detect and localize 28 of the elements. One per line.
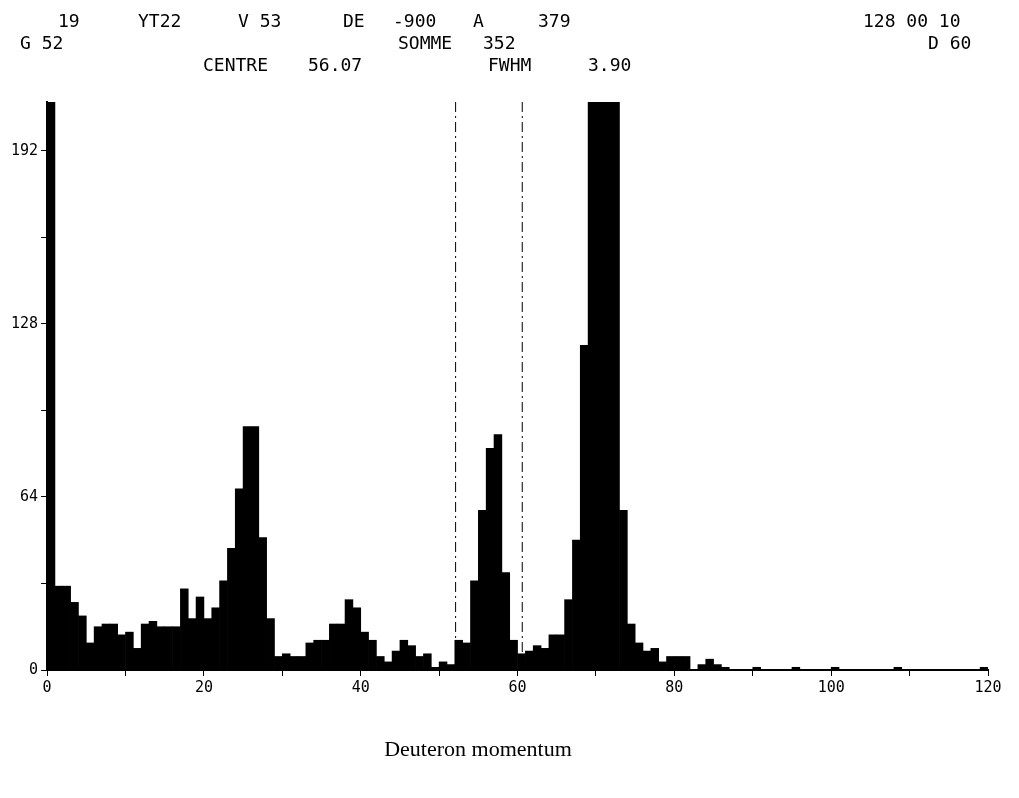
x-tick-label: 60 xyxy=(508,677,527,696)
text: YT22 xyxy=(138,10,182,31)
text: A xyxy=(473,10,484,31)
text: V 53 xyxy=(238,10,282,31)
x-tick-label: 80 xyxy=(665,677,684,696)
text: DE xyxy=(343,10,365,31)
x-axis-title: Deuteron momentum xyxy=(383,736,573,762)
y-tick-label: 64 xyxy=(20,486,39,505)
text: CENTRE xyxy=(203,54,269,75)
x-tick-label: 20 xyxy=(194,677,213,696)
y-tick-label: 128 xyxy=(11,313,39,332)
y-tick-label: 192 xyxy=(11,140,39,159)
text: 128 00 10 xyxy=(863,10,961,31)
x-tick-label: 120 xyxy=(974,677,1002,696)
x-tick-label: 100 xyxy=(817,677,845,696)
text: D 60 xyxy=(928,32,972,53)
text: 19 xyxy=(58,10,80,31)
text: -900 xyxy=(393,10,437,31)
x-tick-label: 0 xyxy=(42,677,52,696)
text: 379 xyxy=(538,10,571,31)
text: SOMME xyxy=(398,32,453,53)
x-tick-label: 40 xyxy=(351,677,370,696)
text: 3.90 xyxy=(588,54,632,75)
text: G 52 xyxy=(20,32,64,53)
text: 56.07 xyxy=(308,54,363,75)
y-tick-label: 0 xyxy=(29,659,39,678)
text: 352 xyxy=(483,32,516,53)
text: FWHM xyxy=(488,54,532,75)
